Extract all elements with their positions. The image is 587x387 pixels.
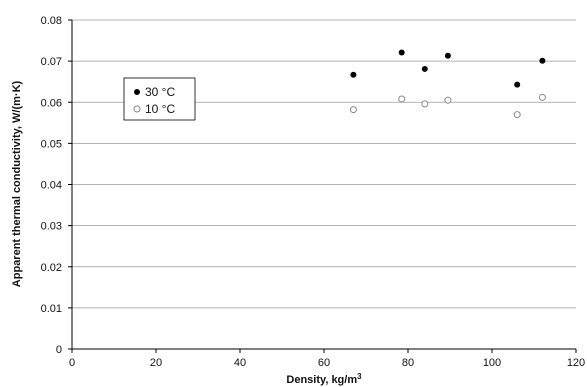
y-tick-label: 0.05 xyxy=(41,138,62,150)
data-point-30c xyxy=(398,49,405,56)
y-tick-label: 0.07 xyxy=(41,56,62,68)
y-tick-labels: 0 0.01 0.02 0.03 0.04 0.05 0.06 0.07 0.08 xyxy=(41,15,72,356)
data-point-30c xyxy=(514,81,521,88)
x-tick-label: 120 xyxy=(567,357,585,369)
x-tick-label: 0 xyxy=(69,357,75,369)
legend: 30 °C 10 °C xyxy=(123,77,196,121)
y-tick-label: 0 xyxy=(56,344,62,356)
y-tick-label: 0.08 xyxy=(41,15,62,27)
x-tick-label: 60 xyxy=(318,357,330,369)
data-point-10c xyxy=(538,93,546,101)
x-tick-label: 20 xyxy=(150,357,162,369)
data-point-30c xyxy=(421,65,428,72)
legend-box xyxy=(123,77,196,121)
y-tick-label: 0.01 xyxy=(41,303,62,315)
legend-label-10c: 10 °C xyxy=(145,102,175,116)
y-axis-title: Apparent thermal conductivity, W/(m·K) xyxy=(11,80,23,287)
y-tick-label: 0.06 xyxy=(41,97,62,109)
data-point-30c xyxy=(444,52,451,59)
gridlines xyxy=(72,19,576,309)
legend-marker-30c xyxy=(134,89,140,95)
data-point-10c xyxy=(513,111,521,119)
legend-label-30c: 30 °C xyxy=(145,85,175,99)
x-tick-label: 80 xyxy=(402,357,414,369)
data-point-10c xyxy=(444,96,452,104)
x-tick-label: 40 xyxy=(234,357,246,369)
x-tick-labels: 0 20 40 60 80 100 120 xyxy=(69,349,585,369)
data-point-30c xyxy=(350,71,357,78)
y-tick-label: 0.02 xyxy=(41,262,62,274)
y-tick-label: 0.03 xyxy=(41,221,62,233)
data-point-10c xyxy=(398,95,406,103)
x-tick-label: 100 xyxy=(483,357,501,369)
data-points xyxy=(349,49,546,119)
data-point-30c xyxy=(539,57,546,64)
data-point-10c xyxy=(349,106,357,114)
data-point-10c xyxy=(421,100,429,108)
x-axis-title: Density, kg/m3 xyxy=(286,372,362,386)
legend-marker-10c xyxy=(133,105,141,113)
y-tick-label: 0.04 xyxy=(41,180,62,192)
